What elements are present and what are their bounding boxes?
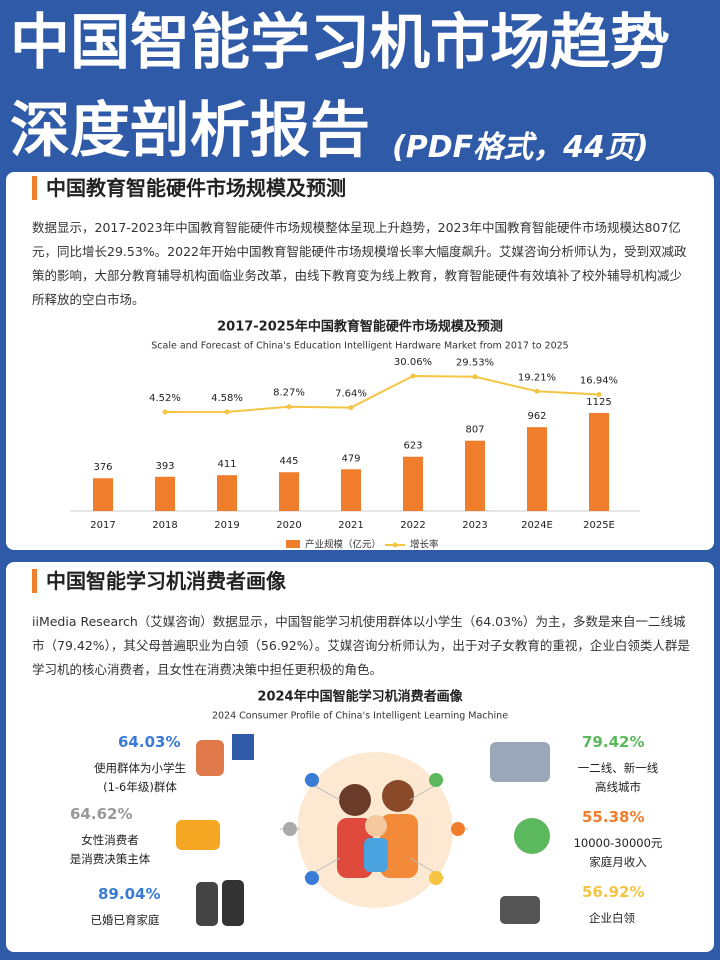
rate-point	[286, 404, 292, 410]
stat-label: 高线城市	[595, 780, 641, 794]
bar-label: 1125	[586, 397, 611, 408]
stat-label: (1-6年级)群体	[103, 780, 177, 794]
stat-label: 一二线、新一线	[577, 761, 659, 775]
legend-swatch	[286, 540, 300, 548]
x-tick-label: 2018	[152, 520, 177, 531]
stat-label: 家庭月收入	[589, 855, 647, 869]
bar-label: 411	[217, 459, 236, 470]
bar	[155, 476, 175, 511]
stat-value: 79.42%	[582, 733, 645, 751]
x-tick-label: 2023	[462, 520, 487, 531]
legend-label: 增长率	[410, 539, 439, 551]
bar	[403, 456, 423, 511]
stat-label: 10000-30000元	[573, 836, 663, 850]
bar	[465, 440, 485, 511]
title: 深度剖析报告	[10, 96, 370, 166]
rate-point	[410, 373, 416, 379]
bar-label: 376	[93, 462, 112, 473]
rate-point	[348, 405, 354, 411]
illustration	[176, 734, 550, 926]
line-label: 19.21%	[518, 372, 556, 383]
heading: 中国智能学习机消费者画像	[32, 569, 286, 593]
stat-value: 55.38%	[582, 808, 645, 826]
bar-label: 962	[527, 411, 546, 422]
line-label: 29.53%	[456, 358, 494, 369]
bar	[589, 413, 609, 511]
stat-value: 56.92%	[582, 883, 645, 901]
stat-label: 企业白领	[589, 911, 635, 925]
x-tick-label: 2019	[214, 520, 239, 531]
bar-label: 445	[279, 456, 298, 467]
stat-label: 是消费决策主体	[69, 852, 151, 866]
paragraph: 数据显示，2017-2023年中国教育智能硬件市场规模整体呈现上升趋势，2023…	[32, 220, 687, 307]
infographic-subtitle: 2024 Consumer Profile of China's Intelli…	[212, 711, 508, 722]
legend-swatch	[392, 542, 398, 548]
x-tick-label: 2017	[90, 520, 115, 531]
x-tick-label: 2024E	[521, 520, 553, 531]
line-label: 8.27%	[273, 388, 305, 399]
title: 中国智能学习机市场趋势	[10, 8, 670, 78]
rate-line	[164, 374, 600, 413]
x-tick-label: 2020	[276, 520, 301, 531]
rate-point	[224, 409, 230, 415]
rate-point	[162, 409, 168, 415]
rate-point	[534, 388, 540, 394]
bar	[217, 475, 237, 511]
stat-label: 使用群体为小学生	[94, 761, 186, 775]
x-tick-label: 2021	[338, 520, 363, 531]
stat-label: 女性消费者	[81, 833, 139, 847]
bar	[527, 427, 547, 511]
bar-label: 623	[403, 441, 422, 452]
line-label: 30.06%	[394, 357, 432, 368]
x-tick-label: 2025E	[583, 520, 615, 531]
x-tick-label: 2022	[400, 520, 425, 531]
bar	[341, 469, 361, 511]
stat-value: 64.03%	[118, 733, 181, 751]
legend-label: 产业规模（亿元）	[305, 539, 381, 551]
line-label: 4.52%	[149, 393, 181, 404]
line-label: 7.64%	[335, 389, 367, 400]
line-label: 16.94%	[580, 375, 618, 386]
bar	[279, 472, 299, 511]
rate-point	[472, 374, 478, 380]
chart-subtitle: Scale and Forecast of China's Education …	[151, 341, 568, 352]
bar	[93, 478, 113, 511]
chart-title: 2017-2025年中国教育智能硬件市场规模及预测	[217, 319, 503, 335]
stat-value: 64.62%	[70, 805, 133, 823]
heading: 中国教育智能硬件市场规模及预测	[32, 176, 346, 200]
stat-value: 89.04%	[98, 885, 161, 903]
bar-label: 807	[465, 425, 484, 436]
paragraph: iiMedia Research（艾媒咨询）数据显示，中国智能学习机使用群体以小…	[32, 614, 690, 677]
bar-label: 393	[155, 461, 174, 472]
rate-point	[596, 391, 602, 397]
stat-label: 已婚已育家庭	[90, 913, 160, 927]
note: (PDF格式，44页)	[392, 130, 649, 165]
line-label: 4.58%	[211, 393, 243, 404]
bar-label: 479	[341, 453, 360, 464]
infographic-title: 2024年中国智能学习机消费者画像	[257, 689, 463, 705]
